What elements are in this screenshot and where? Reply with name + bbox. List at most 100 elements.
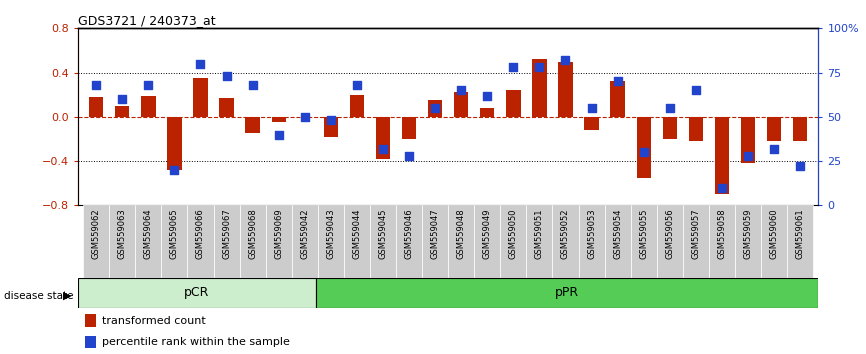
Text: GSM559062: GSM559062 <box>92 208 100 259</box>
Point <box>793 164 807 169</box>
FancyBboxPatch shape <box>214 205 240 278</box>
Text: disease state: disease state <box>4 291 74 301</box>
Text: GSM559060: GSM559060 <box>770 208 779 259</box>
FancyBboxPatch shape <box>761 205 787 278</box>
Text: pCR: pCR <box>184 286 210 299</box>
Bar <box>316 278 818 308</box>
FancyBboxPatch shape <box>344 205 370 278</box>
Point <box>559 57 572 63</box>
Point <box>662 105 676 111</box>
Point <box>324 118 338 123</box>
Point <box>637 149 650 155</box>
Bar <box>611 81 624 117</box>
Text: GSM559044: GSM559044 <box>352 208 361 259</box>
Text: percentile rank within the sample: percentile rank within the sample <box>101 337 289 347</box>
Text: GSM559047: GSM559047 <box>430 208 440 259</box>
Text: GDS3721 / 240373_at: GDS3721 / 240373_at <box>78 14 216 27</box>
Point <box>455 87 469 93</box>
Bar <box>428 100 443 117</box>
FancyBboxPatch shape <box>135 205 161 278</box>
Text: GSM559068: GSM559068 <box>249 208 257 259</box>
Text: GSM559065: GSM559065 <box>170 208 179 259</box>
Bar <box>506 90 520 117</box>
Point <box>428 105 442 111</box>
Text: GSM559051: GSM559051 <box>535 208 544 259</box>
Bar <box>454 92 469 117</box>
Bar <box>793 117 807 141</box>
FancyBboxPatch shape <box>83 205 109 278</box>
FancyBboxPatch shape <box>604 205 630 278</box>
FancyBboxPatch shape <box>735 205 761 278</box>
Text: GSM559055: GSM559055 <box>639 208 648 259</box>
FancyBboxPatch shape <box>553 205 578 278</box>
Bar <box>767 117 781 141</box>
Bar <box>402 117 417 139</box>
FancyBboxPatch shape <box>318 205 344 278</box>
Text: GSM559058: GSM559058 <box>717 208 727 259</box>
Bar <box>219 98 234 117</box>
Bar <box>141 96 156 117</box>
Text: GSM559069: GSM559069 <box>275 208 283 259</box>
Text: GSM559063: GSM559063 <box>118 208 126 259</box>
Point <box>585 105 598 111</box>
Bar <box>89 97 103 117</box>
Text: GSM559059: GSM559059 <box>744 208 753 259</box>
Bar <box>86 314 96 327</box>
Text: transformed count: transformed count <box>101 316 205 326</box>
Point <box>220 73 234 79</box>
Text: GSM559050: GSM559050 <box>509 208 518 259</box>
Point <box>689 87 703 93</box>
FancyBboxPatch shape <box>422 205 449 278</box>
Bar <box>167 117 182 170</box>
Text: GSM559045: GSM559045 <box>378 208 387 259</box>
Bar <box>533 59 546 117</box>
FancyBboxPatch shape <box>449 205 475 278</box>
Point <box>167 167 181 173</box>
Text: GSM559057: GSM559057 <box>691 208 701 259</box>
Point <box>272 132 286 137</box>
Bar <box>559 62 572 117</box>
Bar <box>688 117 703 141</box>
FancyBboxPatch shape <box>187 205 214 278</box>
Bar <box>350 95 364 117</box>
FancyBboxPatch shape <box>161 205 187 278</box>
Bar <box>662 117 677 139</box>
FancyBboxPatch shape <box>475 205 501 278</box>
Point <box>481 93 494 98</box>
Bar <box>245 117 260 133</box>
Point <box>350 82 364 88</box>
Bar <box>78 278 316 308</box>
Bar <box>585 117 598 130</box>
Text: GSM559043: GSM559043 <box>326 208 335 259</box>
FancyBboxPatch shape <box>396 205 422 278</box>
Bar <box>637 117 651 178</box>
Point <box>507 64 520 70</box>
FancyBboxPatch shape <box>709 205 735 278</box>
FancyBboxPatch shape <box>787 205 813 278</box>
Bar <box>324 117 338 137</box>
Bar <box>272 117 286 122</box>
FancyBboxPatch shape <box>630 205 656 278</box>
FancyBboxPatch shape <box>527 205 553 278</box>
Point <box>741 153 755 159</box>
Text: GSM559054: GSM559054 <box>613 208 622 259</box>
Point <box>298 114 312 120</box>
FancyBboxPatch shape <box>656 205 682 278</box>
Bar <box>115 106 129 117</box>
Text: GSM559056: GSM559056 <box>665 208 675 259</box>
Point <box>533 64 546 70</box>
Point <box>115 96 129 102</box>
FancyBboxPatch shape <box>501 205 527 278</box>
Bar <box>193 78 208 117</box>
Text: ▶: ▶ <box>62 291 71 301</box>
Point <box>89 82 103 88</box>
FancyBboxPatch shape <box>370 205 396 278</box>
Bar <box>740 117 755 163</box>
Text: GSM559067: GSM559067 <box>222 208 231 259</box>
FancyBboxPatch shape <box>292 205 318 278</box>
Text: GSM559064: GSM559064 <box>144 208 152 259</box>
Text: GSM559046: GSM559046 <box>404 208 414 259</box>
Point <box>402 153 416 159</box>
Point <box>611 79 624 84</box>
Text: GSM559048: GSM559048 <box>456 208 466 259</box>
